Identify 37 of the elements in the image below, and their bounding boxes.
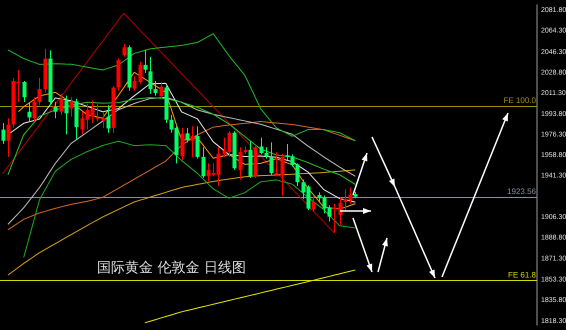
candlestick [160,82,164,100]
candlestick [274,152,278,177]
candlestick [270,142,274,176]
annotation: 国际黄金 伦敦金 日线图 [97,259,246,277]
candlestick [264,146,268,160]
candlestick [132,76,136,92]
candlestick [2,122,6,145]
candlestick [154,80,158,96]
candlestick [54,102,58,119]
candlestick [106,104,110,134]
ref-line-label: FE 61.8 [508,270,537,280]
candlestick [122,43,126,58]
candlestick [70,96,74,118]
candlestick [28,102,32,122]
candlestick [64,95,68,135]
ref-line-label: FE 100.0 [504,96,537,106]
candlestick [60,93,64,116]
candlestick [148,56,152,94]
candlestick [38,77,42,106]
candlestick [102,111,106,128]
candlestick [32,96,36,122]
candlestick [180,127,184,161]
candlestick [22,80,26,103]
candlestick [338,196,342,226]
candlestick [238,146,242,180]
candlestick [312,195,316,212]
candlestick [196,126,200,160]
candlestick [96,103,100,122]
candlestick [138,61,142,85]
candlestick [6,118,10,158]
candlestick [280,153,284,196]
candlestick [202,146,206,178]
ref-line-label: 1923.56 [507,186,537,196]
candlestick [190,126,194,158]
candlestick [186,127,190,143]
candlestick [144,49,148,74]
candlestick [260,137,264,155]
